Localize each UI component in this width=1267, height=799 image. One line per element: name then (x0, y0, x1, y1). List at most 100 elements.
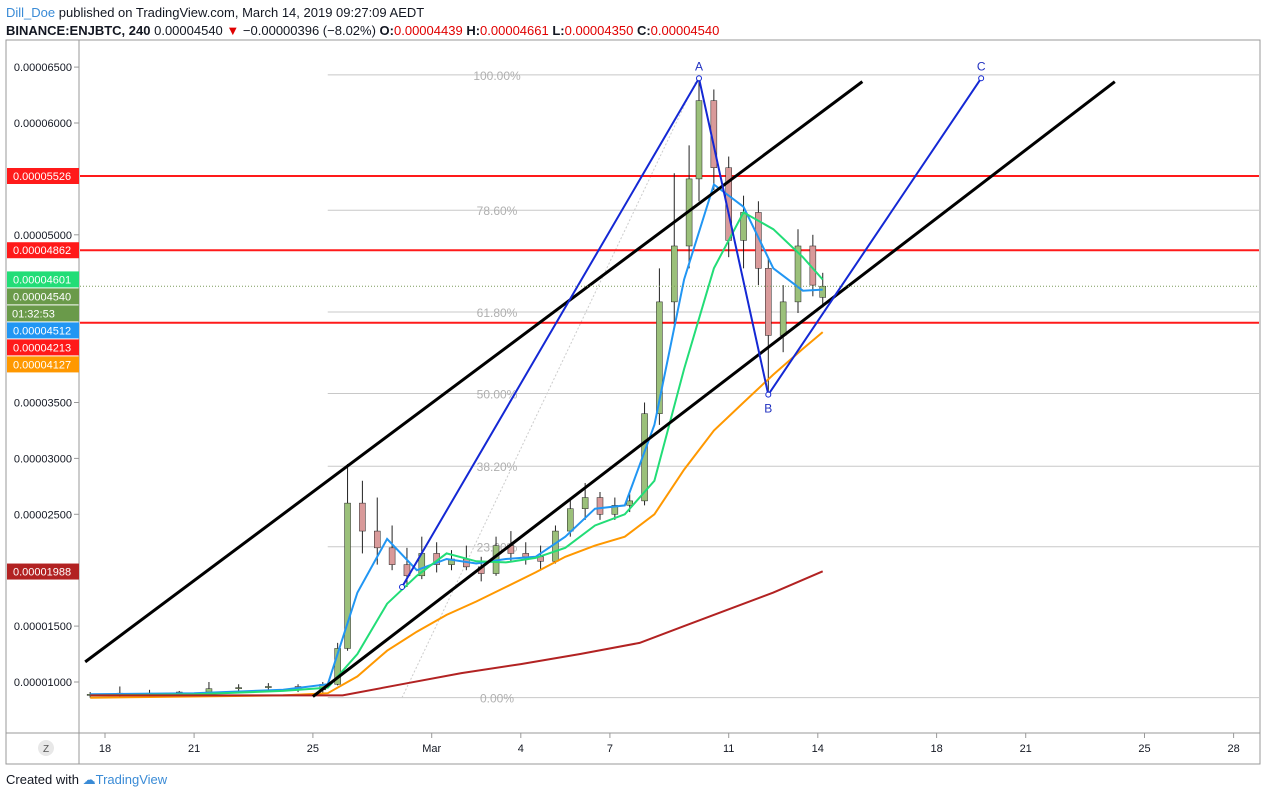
x-tick-label: 21 (1020, 743, 1032, 755)
fib-trend-line (401, 74, 700, 698)
timezone-button[interactable]: Z (38, 740, 54, 756)
candle (779, 285, 787, 353)
x-tick-label: 21 (188, 743, 200, 755)
price-badge: 0.00001988 (7, 563, 79, 580)
moving-average-line (90, 182, 823, 696)
candle-body (596, 497, 604, 515)
candle-body (567, 508, 574, 532)
footer: Created with ☁TradingView (6, 772, 167, 788)
candle-body (779, 301, 787, 336)
candle-body (819, 285, 826, 298)
x-tick-label: 7 (607, 743, 613, 755)
horizontal-lines (80, 174, 1259, 324)
moving-average-line (90, 211, 824, 697)
abc-path (401, 75, 982, 588)
abc-point (765, 391, 772, 398)
channel-line (311, 80, 1116, 698)
abc-pattern: A B C (399, 59, 986, 590)
time-axis: 18 21 25 Mar 4 7 11 14 18 21 25 28 (99, 733, 1240, 755)
moving-average-line (90, 570, 824, 697)
fib-level-label: 0.00% (480, 692, 514, 706)
price-badge-bg (7, 271, 79, 288)
publish-info: published on TradingView.com, March 14, … (58, 5, 425, 20)
x-tick-label: 4 (518, 743, 524, 755)
fib-level-label: 61.80% (477, 306, 518, 320)
x-tick-label: 11 (723, 743, 734, 755)
candle-body (626, 500, 633, 506)
y-tick-label: 0.00006500 (14, 62, 72, 74)
candle-body (671, 245, 678, 303)
candle (388, 525, 396, 571)
high-value: 0.00004661 (480, 23, 549, 38)
close-label: C: (636, 23, 651, 38)
price-badge: 0.00004540 (7, 288, 79, 305)
candle-body (695, 100, 703, 180)
candle (344, 463, 351, 651)
fib-level-label: 78.60% (477, 204, 518, 218)
price-axis: 0.00006500 0.00006000 0.00005000 0.00003500… (14, 62, 79, 689)
y-tick-label: 0.00002500 (14, 509, 72, 521)
x-tick-label: 28 (1227, 743, 1239, 755)
candle-body (235, 687, 242, 689)
price-badge-label: 0.00004127 (13, 359, 71, 371)
candle-body (755, 212, 762, 269)
price-badge-bg (7, 167, 79, 184)
price-badge-bg (7, 339, 79, 356)
price-badge: 0.00004862 (7, 242, 79, 259)
x-tick-label: 18 (99, 743, 111, 755)
abc-point (978, 75, 985, 82)
candle-body (656, 301, 663, 414)
price-badge: 0.00004512 (7, 322, 79, 339)
candle-body (581, 497, 589, 509)
candle-body (552, 530, 559, 562)
price-badge: 0.00004127 (7, 356, 79, 373)
candle-body (388, 547, 396, 565)
candle-body (611, 505, 619, 515)
candle-body (359, 502, 366, 532)
price-badge-label: 0.00004512 (13, 325, 71, 337)
x-tick-label: 14 (812, 743, 824, 755)
candle (522, 542, 529, 565)
author-link[interactable]: Dill_Doe (6, 5, 56, 20)
tradingview-logo-icon[interactable]: ☁ (82, 772, 96, 787)
candle (611, 497, 619, 520)
candle (359, 480, 366, 554)
last-price: 0.00004540 (154, 23, 223, 38)
price-badge: 0.00005526 (7, 167, 79, 184)
y-tick-label: 0.00001000 (14, 677, 72, 689)
ohlc-line: BINANCE:ENJBTC, 240 0.00004540 ▼ −0.0000… (6, 22, 719, 40)
candle (794, 229, 802, 314)
price-badge-label: 0.00004213 (13, 342, 71, 354)
price-badge-bg (7, 305, 79, 322)
x-tick-label: 18 (930, 743, 942, 755)
candle (755, 201, 762, 286)
candle-body (334, 648, 341, 685)
price-badge-label: 0.00004601 (13, 274, 71, 286)
price-badge-label: 0.00005526 (13, 171, 71, 183)
abc-point-label: B (764, 402, 772, 416)
channel-lines (84, 80, 1116, 698)
abc-point-label: C (977, 59, 986, 73)
chart-header: Dill_Doe published on TradingView.com, M… (6, 4, 719, 40)
low-label: L: (552, 23, 565, 38)
x-tick-label: 25 (1138, 743, 1150, 755)
y-tick-label: 0.00001500 (14, 621, 72, 633)
candle (205, 682, 213, 694)
tradingview-brand[interactable]: TradingView (95, 772, 168, 787)
channel-line (84, 80, 864, 664)
publish-line: Dill_Doe published on TradingView.com, M… (6, 4, 719, 22)
open-value: 0.00004439 (394, 23, 463, 38)
price-badges: 0.00005526 0.00004862 0.00004601 0.00004540… (7, 167, 79, 580)
candle-body (344, 502, 351, 649)
y-tick-label: 0.00005000 (14, 230, 72, 242)
timezone-icon: Z (43, 744, 49, 755)
moving-averages (90, 182, 824, 699)
candle (695, 78, 703, 202)
candle-body (374, 530, 381, 549)
price-badge-bg (7, 288, 79, 305)
price-badge-label: 0.00004862 (13, 245, 71, 257)
candle (765, 257, 772, 395)
y-tick-label: 0.00003500 (14, 398, 72, 410)
abc-point (696, 75, 702, 82)
